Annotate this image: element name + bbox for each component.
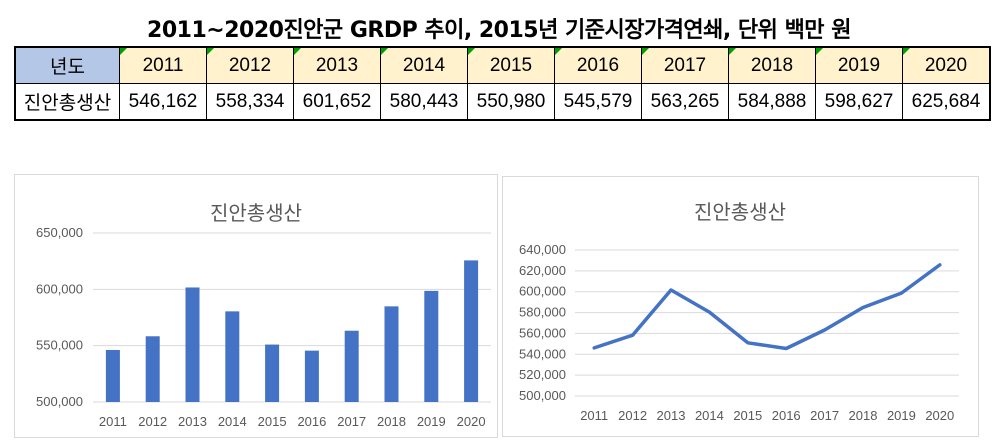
- chart-title: 진안총생산: [694, 200, 786, 224]
- grdp-value-cell[interactable]: 558,334: [206, 83, 294, 121]
- x-tick-label: 2019: [417, 414, 446, 429]
- y-tick-label: 620,000: [519, 263, 566, 278]
- x-tick-label: 2016: [772, 408, 801, 423]
- x-tick-label: 2018: [377, 414, 406, 429]
- grdp-value-cell[interactable]: 598,627: [815, 83, 903, 121]
- x-tick-label: 2011: [580, 408, 608, 423]
- y-tick-label: 580,000: [519, 305, 566, 320]
- bar: [225, 311, 240, 402]
- year-cell[interactable]: 2012: [206, 46, 294, 84]
- x-tick-label: 2013: [657, 408, 686, 423]
- x-tick-label: 2015: [258, 414, 287, 429]
- y-tick-label: 520,000: [519, 367, 566, 382]
- x-tick-label: 2013: [178, 414, 207, 429]
- year-header-label: 년도: [14, 46, 120, 84]
- page-title: 2011~2020진안군 GRDP 추이, 2015년 기준시장가격연쇄, 단위…: [147, 18, 851, 43]
- grdp-value-cell[interactable]: 601,652: [293, 83, 381, 121]
- y-tick-label: 550,000: [36, 338, 83, 353]
- x-tick-label: 2014: [218, 414, 247, 429]
- y-tick-label: 500,000: [519, 388, 566, 403]
- y-tick-label: 640,000: [519, 242, 566, 257]
- year-cell[interactable]: 2018: [728, 46, 816, 84]
- bar: [265, 344, 280, 402]
- grdp-value-cell[interactable]: 563,265: [641, 83, 729, 121]
- series-line: [592, 263, 942, 351]
- x-tick-label: 2015: [733, 408, 762, 423]
- year-cell[interactable]: 2015: [467, 46, 555, 84]
- y-tick-label: 600,000: [519, 284, 566, 299]
- year-cell[interactable]: 2019: [815, 46, 903, 84]
- year-cell[interactable]: 2016: [554, 46, 642, 84]
- year-cell[interactable]: 2011: [119, 46, 207, 84]
- bar: [384, 306, 399, 402]
- year-cell[interactable]: 2014: [380, 46, 468, 84]
- bar-chart: 진안총생산 500,000 550,000 600,000 650,000 2011 201…: [36, 201, 491, 429]
- x-tick-label: 2018: [849, 408, 878, 423]
- y-tick-label: 560,000: [519, 325, 566, 340]
- grdp-value-cell[interactable]: 545,579: [554, 83, 642, 121]
- x-tick-label: 2020: [925, 408, 954, 423]
- grdp-row-label[interactable]: 진안총생산: [14, 83, 120, 121]
- bar: [344, 330, 359, 402]
- x-tick-label: 2012: [138, 414, 167, 429]
- grdp-value-cell[interactable]: 584,888: [728, 83, 816, 121]
- x-tick-label: 2011: [99, 414, 127, 429]
- grdp-value-cell[interactable]: 625,684: [902, 83, 991, 121]
- year-cell[interactable]: 2013: [293, 46, 381, 84]
- x-tick-label: 2016: [297, 414, 326, 429]
- x-tick-label: 2020: [457, 414, 486, 429]
- grdp-value-cell[interactable]: 580,443: [380, 83, 468, 121]
- y-tick-label: 600,000: [36, 281, 83, 296]
- grdp-value-row: 진안총생산 546,162 558,334 601,652 580,443 55…: [14, 83, 991, 121]
- chart-title: 진안총생산: [210, 201, 302, 225]
- bar: [145, 336, 160, 402]
- bar: [304, 350, 319, 402]
- grdp-value-cell[interactable]: 550,980: [467, 83, 555, 121]
- x-tick-label: 2019: [887, 408, 916, 423]
- x-tick-label: 2014: [695, 408, 724, 423]
- year-cell[interactable]: 2017: [641, 46, 729, 84]
- y-tick-label: 500,000: [36, 394, 83, 409]
- year-header-row: 년도 2011 2012 2013 2014 2015 2016 2017 20…: [14, 46, 991, 84]
- bar: [464, 260, 479, 402]
- bar: [424, 290, 439, 402]
- y-tick-label: 540,000: [519, 346, 566, 361]
- line-chart: 진안총생산 500,000 520,000 540,000 560,000 580,000…: [519, 200, 959, 423]
- grdp-table: 년도 2011 2012 2013 2014 2015 2016 2017 20…: [14, 46, 991, 121]
- grdp-value-cell[interactable]: 546,162: [119, 83, 207, 121]
- bar: [105, 349, 120, 402]
- x-tick-label: 2017: [810, 408, 839, 423]
- y-tick-label: 650,000: [36, 225, 83, 240]
- bar-chart-panel[interactable]: 진안총생산 500,000 550,000 600,000 650,000 2011 201…: [14, 174, 498, 438]
- x-tick-label: 2012: [618, 408, 647, 423]
- line-chart-panel[interactable]: 진안총생산 500,000 520,000 540,000 560,000 580,000…: [502, 176, 979, 437]
- year-cell[interactable]: 2020: [902, 46, 991, 84]
- bar: [185, 287, 200, 402]
- x-tick-label: 2017: [337, 414, 366, 429]
